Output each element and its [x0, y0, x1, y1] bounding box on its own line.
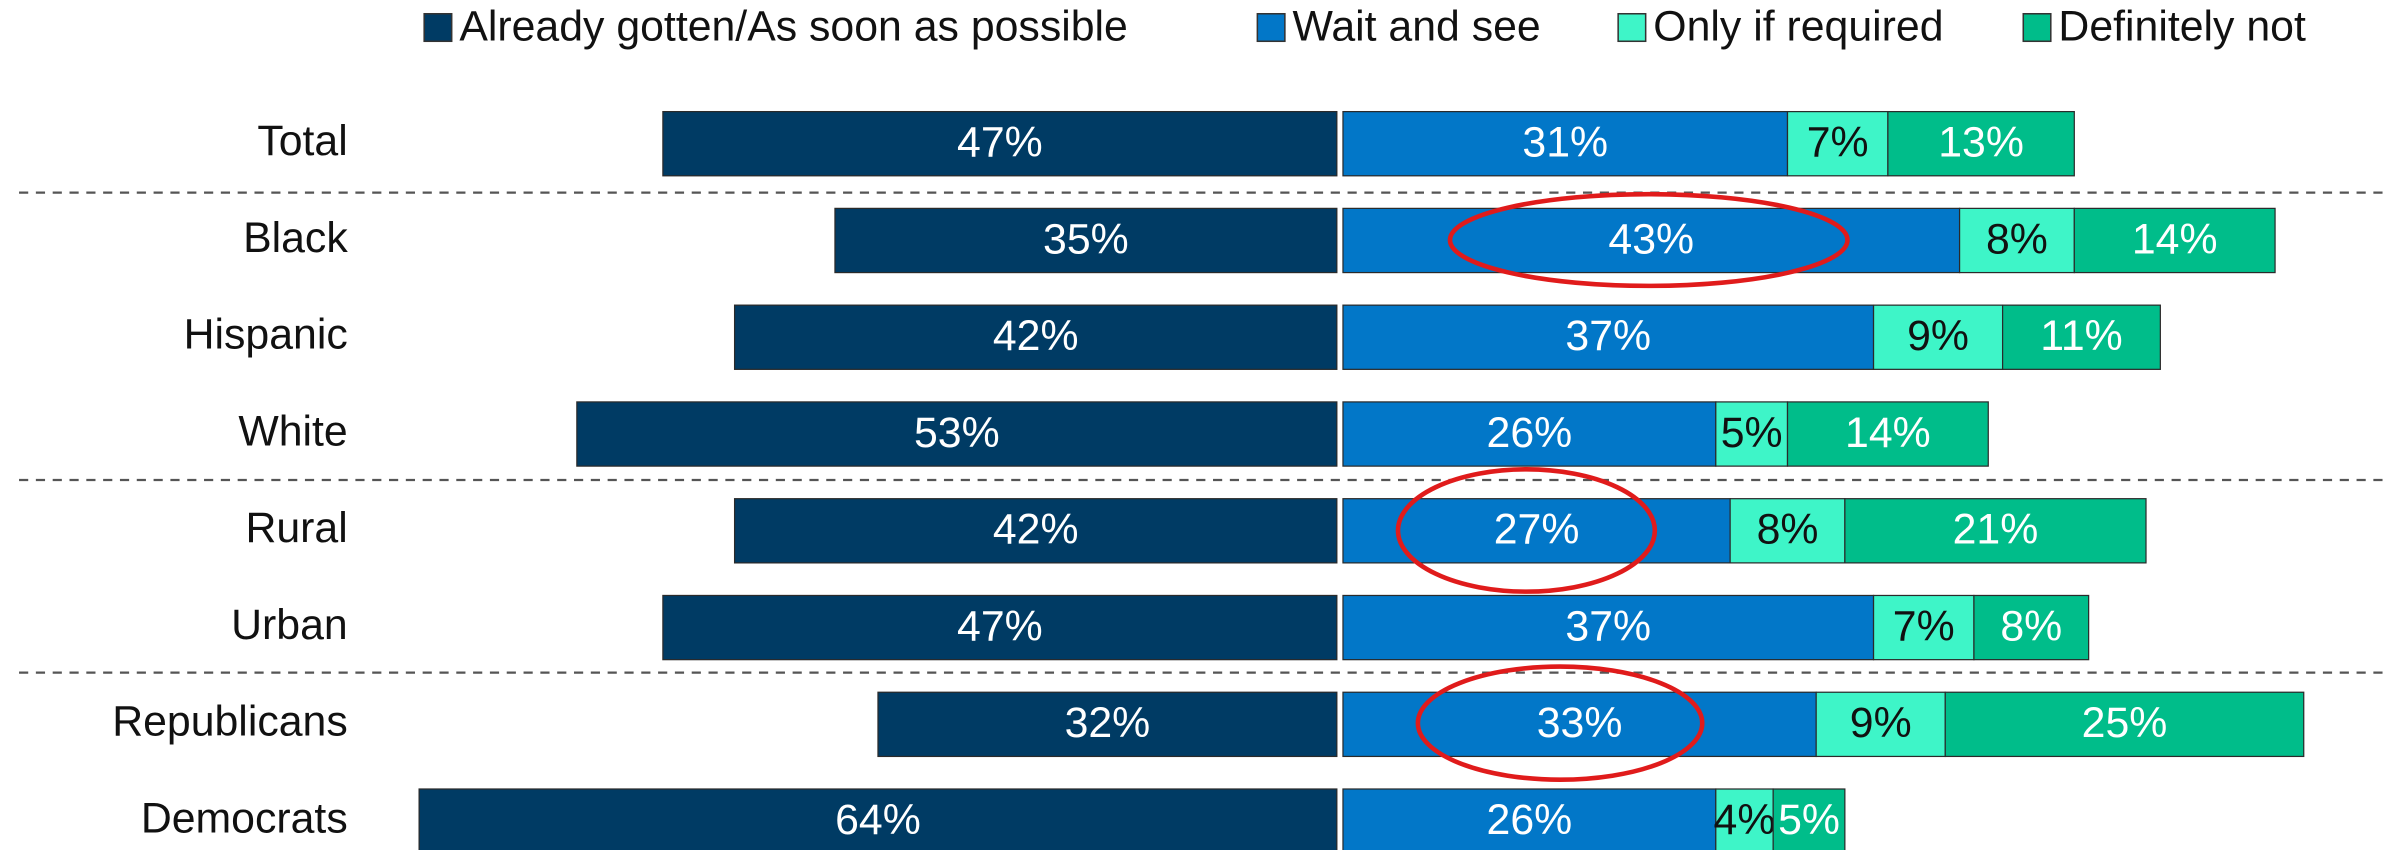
legend-label: Already gotten/As soon as possible: [459, 2, 1128, 50]
bar-segment: [576, 401, 1338, 467]
value-label: 5%: [1778, 796, 1840, 844]
category-label: White: [238, 407, 347, 455]
value-label: 26%: [1487, 796, 1573, 844]
value-label: 25%: [2082, 699, 2168, 747]
bar-segment: [1772, 788, 1846, 850]
value-label: 11%: [2040, 312, 2122, 360]
value-label: 47%: [957, 602, 1043, 650]
value-label: 5%: [1721, 409, 1783, 457]
value-label: 42%: [993, 506, 1079, 554]
value-label: 8%: [2000, 602, 2062, 650]
category-label: Republicans: [112, 698, 348, 746]
value-label: 37%: [1565, 602, 1651, 650]
value-label: 47%: [957, 119, 1043, 167]
category-label: Total: [257, 117, 347, 165]
value-label: 9%: [1850, 699, 1912, 747]
value-label: 26%: [1487, 409, 1573, 457]
value-label: 7%: [1807, 119, 1869, 167]
value-label: 9%: [1907, 312, 1969, 360]
category-label: Urban: [231, 601, 348, 649]
value-label: 13%: [1938, 119, 2024, 167]
value-label: 32%: [1065, 699, 1151, 747]
category-label: Hispanic: [184, 311, 348, 359]
bar-segment: [418, 788, 1338, 850]
value-label: 64%: [835, 796, 921, 844]
legend-label: Only if required: [1653, 2, 1943, 50]
value-label: 7%: [1893, 602, 1955, 650]
bar-segment: [662, 110, 1338, 177]
bar-segment: [1342, 788, 1717, 850]
bar-segment: [1944, 691, 2305, 758]
highlight-ellipse: [1447, 191, 1850, 289]
bar-segment: [834, 207, 1338, 274]
bar-segment: [1844, 498, 2147, 564]
bar-segment: [1342, 594, 1875, 661]
value-label: 35%: [1043, 215, 1129, 263]
bar-segment: [2073, 207, 2276, 274]
value-label: 14%: [1845, 409, 1931, 457]
separators: [19, 191, 2389, 674]
legend-swatch: [423, 12, 453, 43]
value-label: 53%: [914, 409, 1000, 457]
bars: 47% 31% 7% 13% 35% 43% 8% 14% 42% 37% 9% 11% 53% 26% 5…: [418, 110, 2305, 850]
value-label: 43%: [1608, 215, 1694, 263]
bar-segment: [733, 498, 1338, 564]
legend-swatch: [1617, 12, 1647, 43]
category-label: Democrats: [141, 794, 348, 842]
bar-segment: [1715, 401, 1789, 467]
value-label: 27%: [1494, 506, 1580, 554]
highlights: [1395, 191, 1850, 782]
value-label: 14%: [2132, 215, 2218, 263]
value-label: 33%: [1537, 699, 1623, 747]
bar-segment: [2001, 304, 2161, 370]
highlight-ellipse: [1395, 467, 1658, 594]
value-label: 4%: [1714, 796, 1776, 844]
value-label: 42%: [993, 312, 1079, 360]
category-label: Rural: [245, 504, 347, 552]
bar-segment: [1872, 304, 2004, 370]
bar-segment: [1342, 304, 1875, 370]
value-label: 8%: [1757, 506, 1819, 554]
bar-segment: [1815, 691, 1946, 758]
legend-swatch: [2022, 12, 2052, 43]
bar-segment: [1887, 110, 2075, 177]
value-label: 8%: [1986, 215, 2048, 263]
bar-segment: [1342, 401, 1717, 467]
value-label: 37%: [1565, 312, 1651, 360]
bar-segment: [1872, 594, 1975, 661]
bar-segment: [1973, 594, 2090, 661]
bar-segment: [877, 691, 1338, 758]
legend-swatch: [1256, 12, 1286, 43]
highlight-ellipse: [1415, 664, 1705, 782]
value-label: 31%: [1522, 119, 1608, 167]
bar-segment: [1786, 110, 1889, 177]
bar-segment: [1786, 401, 1989, 467]
value-label: 21%: [1953, 506, 2039, 554]
legend-label: Wait and see: [1293, 2, 1541, 50]
bar-segment: [1342, 207, 1961, 274]
legend-label: Definitely not: [2058, 2, 2306, 50]
bar-segment: [662, 594, 1338, 661]
bar-segment: [733, 304, 1338, 370]
category-label: Black: [243, 214, 348, 262]
